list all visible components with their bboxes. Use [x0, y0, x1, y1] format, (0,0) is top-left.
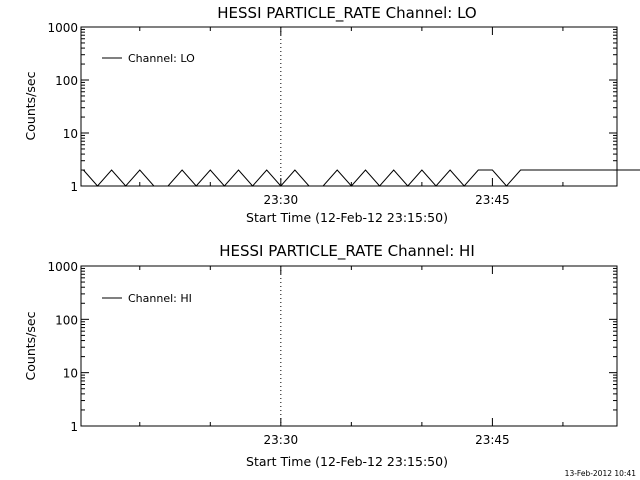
x-tick-label: 23:45	[475, 433, 510, 447]
y-tick-label: 1000	[47, 21, 78, 35]
plot-frame	[80, 26, 618, 187]
x-tick-label: 23:45	[475, 193, 510, 207]
x-axis-label: Start Time (12-Feb-12 23:15:50)	[246, 210, 448, 225]
chart-title: HESSI PARTICLE_RATE Channel: HI	[219, 242, 475, 261]
plot-frame	[80, 265, 618, 427]
panel-lo: HESSI PARTICLE_RATE Channel: LO 1 10 100 10…	[23, 4, 640, 225]
footer-timestamp: 13-Feb-2012 10:41	[565, 469, 637, 478]
y-tick-label: 10	[63, 127, 78, 141]
event-markers: SE	[280, 27, 282, 186]
x-tick-label: 23:30	[264, 193, 299, 207]
y-tick-label: 1	[70, 180, 78, 194]
legend-label: Channel: LO	[128, 52, 195, 65]
legend-label: Channel: HI	[128, 292, 192, 305]
series-line	[83, 169, 640, 187]
y-axis-label: Counts/sec	[23, 311, 38, 380]
series-lines	[83, 169, 640, 187]
y-tick-label: 100	[55, 313, 78, 327]
chart-title: HESSI PARTICLE_RATE Channel: LO	[217, 4, 476, 23]
panel-hi: HESSI PARTICLE_RATE Channel: HI 1 10 100 10…	[23, 242, 618, 469]
y-tick-label: 100	[55, 74, 78, 88]
x-tick-label: 23:30	[264, 433, 299, 447]
y-axis-label: Counts/sec	[23, 71, 38, 140]
y-tick-label: 10	[63, 367, 78, 381]
event-markers: SE	[280, 266, 282, 426]
y-ticks: 1 10 100 1000	[47, 260, 617, 434]
y-ticks: 1 10 100 1000	[47, 21, 617, 194]
y-tick-label: 1	[70, 420, 78, 434]
y-tick-label: 1000	[47, 260, 78, 274]
x-axis-label: Start Time (12-Feb-12 23:15:50)	[246, 454, 448, 469]
